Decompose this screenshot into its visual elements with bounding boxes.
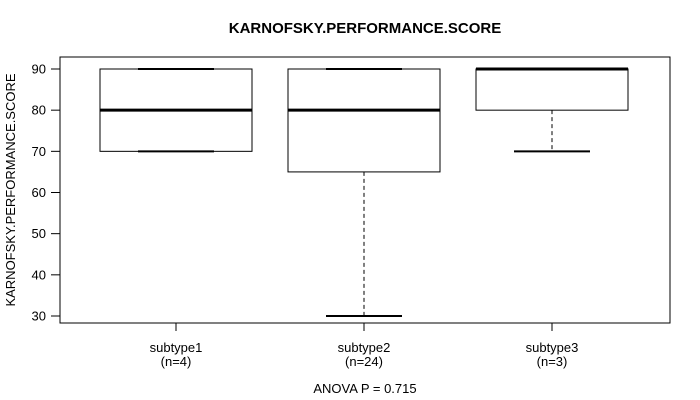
y-tick-label: 50 <box>32 226 46 241</box>
x-group-count: (n=4) <box>161 354 192 369</box>
iqr-box <box>475 68 629 111</box>
plot-frame <box>59 56 671 324</box>
y-tick-label: 30 <box>32 309 46 324</box>
anova-note: ANOVA P = 0.715 <box>313 381 416 396</box>
x-group-count: (n=24) <box>345 354 383 369</box>
y-tick-label: 60 <box>32 185 46 200</box>
y-tick-label: 90 <box>32 62 46 77</box>
plot-shapes <box>51 56 671 331</box>
y-tick-label: 40 <box>32 267 46 282</box>
x-group-label: subtype2 <box>338 340 391 355</box>
y-tick-label: 80 <box>32 103 46 118</box>
x-group-count: (n=3) <box>537 354 568 369</box>
iqr-box <box>287 68 441 173</box>
chart-title: KARNOFSKY.PERFORMANCE.SCORE <box>229 20 502 37</box>
x-group-label: subtype3 <box>526 340 579 355</box>
y-axis-label: KARNOFSKY.PERFORMANCE.SCORE <box>3 73 18 306</box>
x-group-label: subtype1 <box>150 340 203 355</box>
y-tick-label: 70 <box>32 144 46 159</box>
